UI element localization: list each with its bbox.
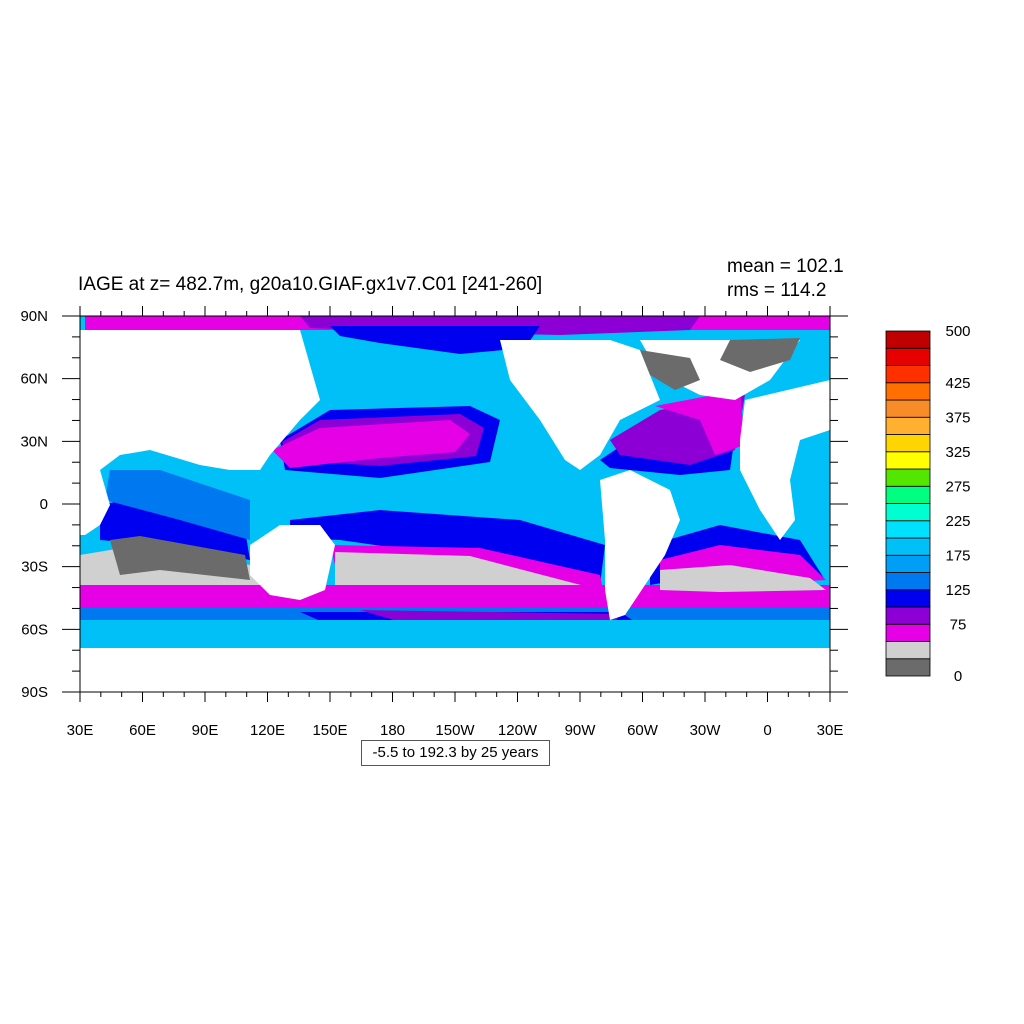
colorbar-label: 325 [945, 444, 970, 461]
colorbar-swatch [885, 468, 931, 487]
y-tick-label: 0 [40, 496, 48, 513]
antarctic-coast [80, 648, 830, 692]
x-tick-label: 60E [129, 722, 156, 739]
y-tick-label: 60N [20, 371, 48, 388]
colorbar-swatch [885, 451, 931, 470]
arctic-blue-region [330, 326, 540, 354]
colorbar-label: 125 [945, 582, 970, 599]
mean-stat: mean = 102.1 [727, 256, 844, 277]
south-indian-dark-gray [110, 536, 250, 580]
x-tick-label: 150E [312, 722, 347, 739]
y-tick-label: 90S [21, 684, 48, 701]
colorbar-swatch [885, 330, 931, 349]
colorbar-swatch [885, 347, 931, 366]
colorbar-label: 0 [954, 668, 962, 685]
colorbar-swatch [885, 623, 931, 642]
indian-ocean-blue [100, 495, 250, 560]
south-atlantic-gray [660, 565, 826, 592]
colorbar-swatch [885, 554, 931, 573]
southern-cyan-band [80, 620, 830, 648]
colorbar-label: 500 [945, 323, 970, 340]
contour-info-box: -5.5 to 192.3 by 25 years [361, 740, 550, 766]
x-axis: 30E 60E 90E 120E 150E 180 150W 120W 90W 60W 30W 0 30… [67, 306, 844, 739]
x-tick-label: 30W [690, 722, 722, 739]
colorbar-label: 225 [945, 513, 970, 530]
europe-africa-land [740, 380, 830, 540]
colorbar-label: 275 [945, 478, 970, 495]
colorbar-swatch [885, 434, 931, 453]
rms-stat: rms = 114.2 [727, 280, 827, 301]
x-tick-label: 120W [498, 722, 538, 739]
colorbar-swatch [885, 399, 931, 418]
y-tick-label: 30S [21, 559, 48, 576]
colorbar-label: 75 [950, 616, 967, 633]
north-pacific-magenta [272, 420, 470, 468]
colorbar-label: 425 [945, 375, 970, 392]
y-tick-label: 30N [20, 433, 48, 450]
colorbar-label: 375 [945, 409, 970, 426]
x-tick-label: 60W [627, 722, 659, 739]
y-tick-label: 90N [20, 308, 48, 325]
colorbar: 0 75 125 175 225 275 325 375 425 500 [885, 323, 971, 685]
map-panel [80, 316, 830, 692]
x-tick-label: 90W [565, 722, 597, 739]
x-tick-label: 120E [250, 722, 285, 739]
colorbar-swatch [885, 503, 931, 522]
south-america-land [600, 470, 680, 620]
arctic-dark-region [720, 338, 800, 372]
colorbar-swatch [885, 606, 931, 625]
y-axis: 90N 60N 30N 0 30S 60S 90S [20, 308, 848, 701]
indian-ocean-mid [105, 470, 250, 540]
x-tick-label: 30E [67, 722, 94, 739]
x-tick-label: 180 [380, 722, 405, 739]
colorbar-label: 175 [945, 547, 970, 564]
north-atlantic-magenta [655, 390, 745, 455]
colorbar-swatch [885, 572, 931, 591]
y-tick-label: 60S [21, 621, 48, 638]
x-tick-label: 30E [817, 722, 844, 739]
north-america-land [500, 340, 660, 470]
x-tick-label: 150W [435, 722, 475, 739]
colorbar-swatch [885, 365, 931, 384]
colorbar-swatch [885, 658, 931, 677]
colorbar-swatch [885, 589, 931, 608]
africa-land [80, 470, 110, 535]
x-tick-label: 90E [192, 722, 219, 739]
map-title: IAGE at z= 482.7m, g20a10.GIAF.gx1v7.C01… [78, 274, 543, 295]
colorbar-swatch [885, 537, 931, 556]
colorbar-swatch [885, 485, 931, 504]
asia-land [80, 330, 320, 470]
colorbar-swatch [885, 416, 931, 435]
colorbar-swatch [885, 382, 931, 401]
colorbar-swatch [885, 641, 931, 660]
colorbar-swatch [885, 520, 931, 539]
x-tick-label: 0 [763, 722, 771, 739]
greenland-shade [640, 350, 700, 390]
australia-land [250, 525, 335, 600]
